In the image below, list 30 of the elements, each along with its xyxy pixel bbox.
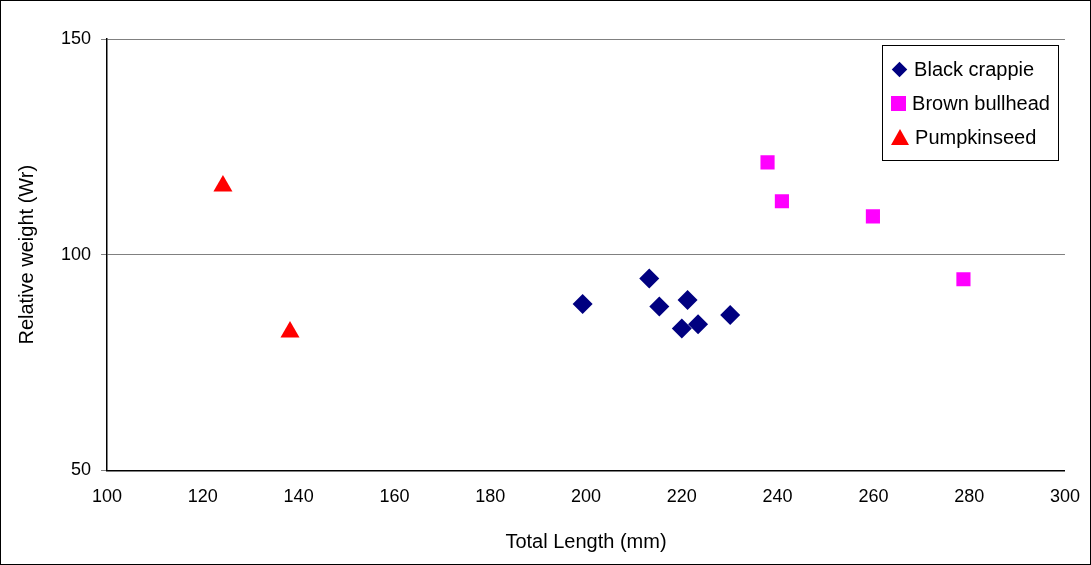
point	[956, 272, 971, 287]
point	[720, 305, 741, 326]
x-tick-label: 280	[954, 486, 985, 507]
x-tick-label: 140	[283, 486, 314, 507]
x-tick-label: 300	[1049, 486, 1081, 507]
x-tick-label: 100	[92, 486, 123, 507]
point	[677, 290, 698, 310]
point	[688, 314, 709, 335]
x-tick-label: 180	[475, 486, 506, 507]
point	[639, 268, 660, 289]
legend-label: Brown bullhead	[912, 91, 1050, 116]
x-axis-title: Total Length (mm)	[505, 529, 667, 552]
y-axis-title: Relative weight (Wr)	[14, 164, 37, 345]
x-tick-label: 160	[379, 486, 410, 507]
point	[671, 318, 692, 339]
y-tick-label: 150	[60, 27, 92, 48]
x-tick-label: 120	[187, 486, 218, 507]
point	[760, 155, 775, 170]
x-tick-label: 240	[762, 486, 793, 507]
point	[774, 194, 789, 209]
point	[865, 209, 880, 224]
point	[649, 296, 670, 317]
y-tick-label: 100	[60, 243, 92, 264]
legend-label: Pumpkinseed	[915, 125, 1037, 150]
y-tick-label: 50	[71, 459, 92, 480]
x-tick-label: 200	[570, 486, 602, 507]
x-tick-label: 260	[858, 486, 889, 507]
legend-label: Black crappie	[914, 57, 1035, 82]
point	[572, 293, 593, 314]
x-tick-label: 220	[666, 486, 697, 507]
